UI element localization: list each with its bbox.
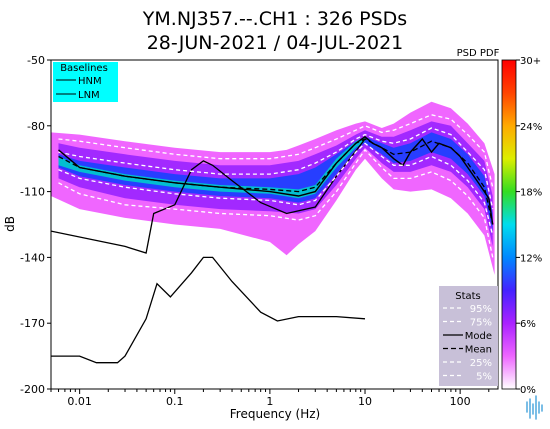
colorbar-tick-label: 24%: [520, 122, 542, 133]
baselines-legend-lnm: LNM: [78, 90, 100, 101]
stats-legend-title: Stats: [455, 291, 481, 302]
y-axis-ticks: -50 -80 -110 -140 -170 -200: [20, 54, 51, 396]
x-axis-ticks: 0.01 0.1 1 10 100: [50, 389, 490, 408]
series-line-5pct: [58, 148, 494, 258]
pdf-band-3: [58, 132, 493, 232]
y-tick-label: -110: [20, 186, 45, 199]
colorbar-tick-label: 30+: [520, 56, 541, 67]
x-tick-label: 0.1: [166, 395, 184, 408]
pdf-density-bands: [51, 101, 495, 275]
colorbar-tick-label: 6%: [520, 319, 536, 330]
series-line-hnm: [51, 138, 366, 254]
y-tick-label: -170: [20, 317, 45, 330]
baselines-legend-box: [53, 62, 118, 102]
stats-legend: Stats 95% 75% Mode Mean 25% 5%: [439, 286, 498, 386]
x-tick-label: 1: [266, 395, 273, 408]
chart-subtitle: 28-JUN-2021 / 04-JUL-2021: [147, 32, 404, 54]
series-line-25pct: [58, 142, 494, 236]
stats-legend-entries: 95% 75% Mode Mean 25% 5%: [443, 304, 492, 383]
baselines-legend-title: Baselines: [60, 63, 108, 74]
x-tick-label: 0.01: [67, 395, 92, 408]
colorbar-tick-label: 0%: [520, 385, 536, 396]
x-tick-label: 100: [450, 395, 471, 408]
stats-legend-entry: Mean: [465, 345, 492, 356]
colorbar-tick-label: 18%: [520, 188, 542, 199]
y-tick-label: -200: [20, 383, 45, 396]
stats-legend-entry: Mode: [465, 331, 492, 342]
y-tick-label: -50: [27, 54, 45, 67]
stats-legend-entry: 95%: [470, 304, 492, 315]
plot-frame: [50, 59, 499, 390]
y-tick-label: -140: [20, 251, 45, 264]
colorbar-label: PSD PDF: [457, 48, 500, 59]
stats-legend-entry: 25%: [470, 358, 492, 369]
colorbar-ticks: 0% 6% 12% 18% 24% 30+: [516, 56, 542, 396]
colorbar: [501, 59, 517, 390]
chart-title: YM.NJ357.--.CH1 : 326 PSDs: [142, 8, 407, 30]
series-line-mean: [58, 138, 494, 225]
logo: [526, 395, 543, 420]
stats-legend-entry: 5%: [476, 372, 492, 383]
x-axis-label: Frequency (Hz): [230, 407, 321, 421]
y-tick-label: -80: [27, 120, 45, 133]
y-axis-label: dB: [3, 216, 17, 232]
stats-legend-entry: 75%: [470, 318, 492, 329]
baselines-legend: Baselines HNM LNM: [53, 62, 118, 102]
x-tick-label: 10: [358, 395, 372, 408]
curves-layer: [51, 114, 494, 364]
baselines-legend-hnm: HNM: [78, 76, 102, 87]
colorbar-tick-label: 12%: [520, 253, 542, 264]
stats-legend-box: [439, 286, 498, 386]
series-line-lnm: [51, 256, 366, 364]
series-line-95pct: [58, 114, 494, 188]
series-line-75pct: [58, 127, 494, 210]
